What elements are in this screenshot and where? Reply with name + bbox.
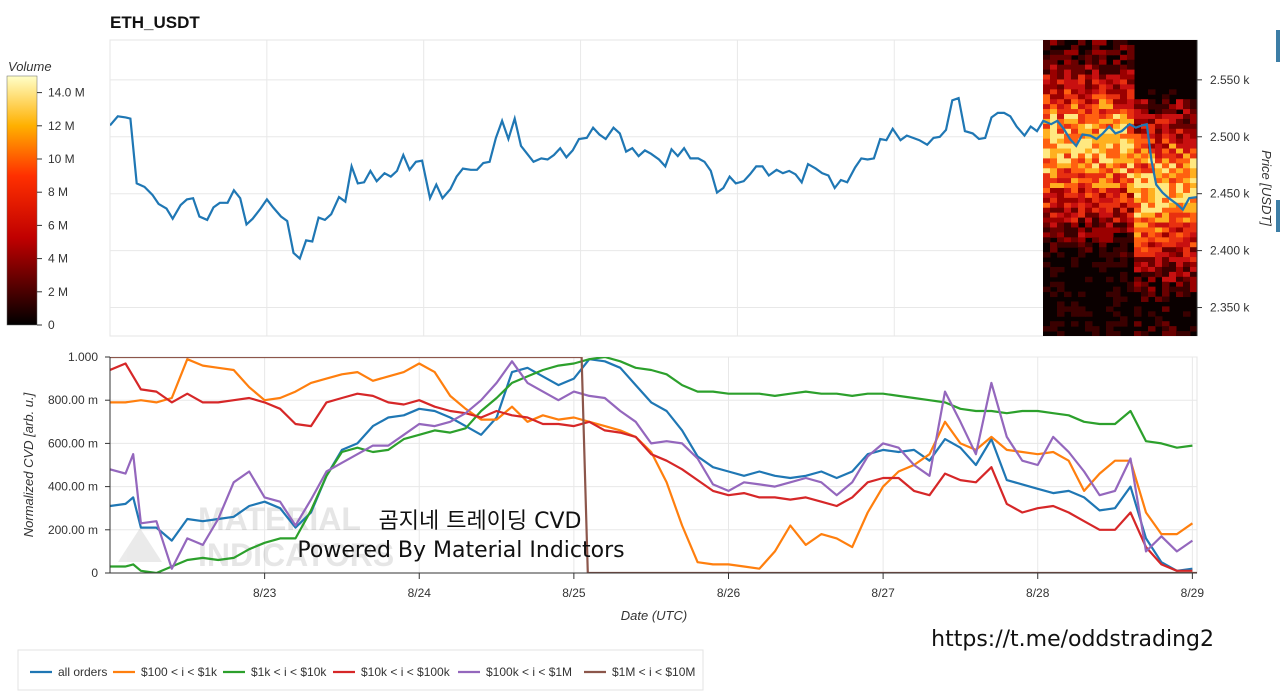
- cvd-tick-label: 400.00 m: [48, 480, 98, 494]
- colorbar-title: Volume: [8, 59, 52, 74]
- date-tick-label: 8/27: [871, 586, 895, 600]
- date-tick-label: 8/24: [408, 586, 432, 600]
- colorbar-tick-label: 10 M: [48, 152, 75, 166]
- cvd-series-line: [110, 358, 1194, 570]
- price-axis-label: Price [USDT]: [1259, 150, 1274, 226]
- colorbar-tick-label: 14.0 M: [48, 86, 85, 100]
- cvd-tick-label: 600.00 m: [48, 436, 98, 450]
- legend-label[interactable]: $1M < i < $10M: [612, 665, 695, 679]
- price-tick-label: 2.450 k: [1210, 187, 1250, 201]
- colorbar-gradient: [6, 75, 38, 326]
- price-tick-label: 2.400 k: [1210, 244, 1250, 258]
- colorbar-tick-label: 8 M: [48, 185, 68, 199]
- colorbar-tick-label: 2 M: [48, 285, 68, 299]
- price-panel: 2.350 k 2.400 k 2.450 k 2.500 k 2.550 k Pric…: [109, 39, 1274, 337]
- price-tick-label: 2.350 k: [1210, 301, 1250, 315]
- date-tick-label: 8/28: [1026, 586, 1050, 600]
- date-tick-label: 8/26: [717, 586, 741, 600]
- date-tick-label: 8/29: [1181, 586, 1205, 600]
- date-tick-label: 8/25: [562, 586, 586, 600]
- colorbar-tick-label: 0: [48, 318, 55, 332]
- cvd-tick-label: 800.00 m: [48, 393, 98, 407]
- legend-label[interactable]: $100k < i < $1M: [486, 665, 572, 679]
- side-tab[interactable]: [1276, 30, 1280, 62]
- legend-label[interactable]: $1k < i < $10k: [251, 665, 327, 679]
- cvd-series-line: [110, 362, 1193, 572]
- colorbar-tick-label: 12 M: [48, 119, 75, 133]
- date-axis-label: Date (UTC): [621, 608, 687, 623]
- price-tick-label: 2.500 k: [1210, 130, 1250, 144]
- legend-label[interactable]: $100 < i < $1k: [141, 665, 218, 679]
- date-tick-label: 8/23: [253, 586, 277, 600]
- price-series-line: [110, 96, 1197, 261]
- cvd-axis-label: Normalized CVD [arb. u.]: [21, 392, 36, 537]
- side-tab-2[interactable]: [1276, 200, 1280, 232]
- cvd-series-line: [110, 357, 1197, 573]
- watermark-title: 곰지네 트레이딩 CVD: [378, 509, 581, 534]
- volume-heatmap: [1043, 40, 1197, 336]
- cvd-series-line: [110, 358, 1193, 572]
- watermark-subtitle: Powered By Material Indictors: [297, 538, 624, 563]
- cvd-tick-label: 0: [91, 566, 98, 580]
- legend: all orders $100 < i < $1k $1k < i < $10k $1…: [17, 649, 704, 691]
- colorbar-tick-label: 4 M: [48, 252, 68, 266]
- cvd-tick-label: 200.00 m: [48, 523, 98, 537]
- chart-title: ETH_USDT: [110, 13, 200, 32]
- cvd-series-line: [110, 357, 1193, 573]
- legend-label[interactable]: all orders: [58, 665, 107, 679]
- volume-colorbar: Volume 0 2 M 4 M 6 M 8 M 10 M 12 M 14.0 M: [6, 59, 85, 332]
- cvd-tick-label: 1.000: [68, 350, 98, 364]
- colorbar-tick-label: 6 M: [48, 218, 68, 232]
- cvd-series-line: [110, 360, 1194, 570]
- logo-text-2: INDICATORS: [198, 537, 394, 573]
- price-tick-label: 2.550 k: [1210, 73, 1250, 87]
- telegram-link[interactable]: https://t.me/oddstrading2: [931, 627, 1214, 652]
- legend-label[interactable]: $10k < i < $100k: [361, 665, 451, 679]
